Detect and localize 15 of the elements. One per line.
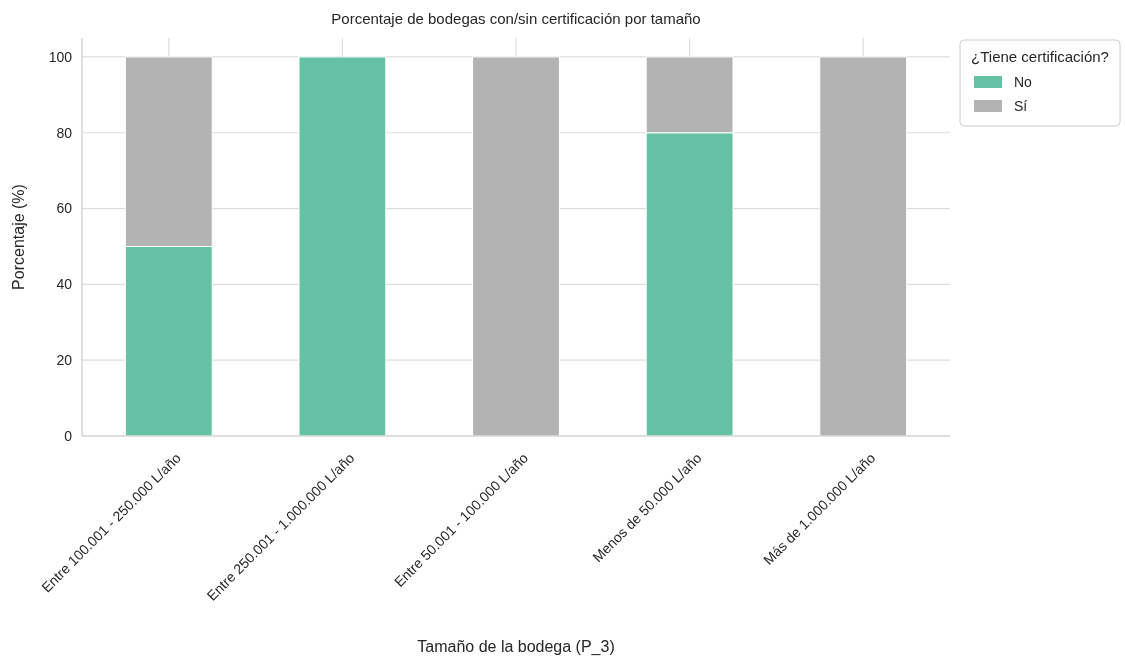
legend-label: Sí [1014, 97, 1028, 114]
y-tick-label: 60 [56, 200, 73, 217]
y-tick-label: 20 [56, 352, 73, 369]
y-tick-label: 80 [56, 124, 73, 141]
y-tick-label: 100 [48, 48, 73, 65]
x-axis-title: Tamaño de la bodega (P_3) [417, 638, 615, 656]
bar [298, 56, 387, 437]
bar [819, 56, 908, 437]
legend-label: No [1014, 73, 1033, 90]
y-axis-title: Porcentaje (%) [10, 184, 27, 290]
legend-title: ¿Tiene certificación? [971, 48, 1109, 65]
bar [472, 56, 560, 437]
y-tick-label: 40 [56, 276, 73, 293]
chart-title: Porcentaje de bodegas con/sin certificación por tamaño [331, 10, 701, 27]
y-tick-label: 0 [64, 427, 73, 444]
